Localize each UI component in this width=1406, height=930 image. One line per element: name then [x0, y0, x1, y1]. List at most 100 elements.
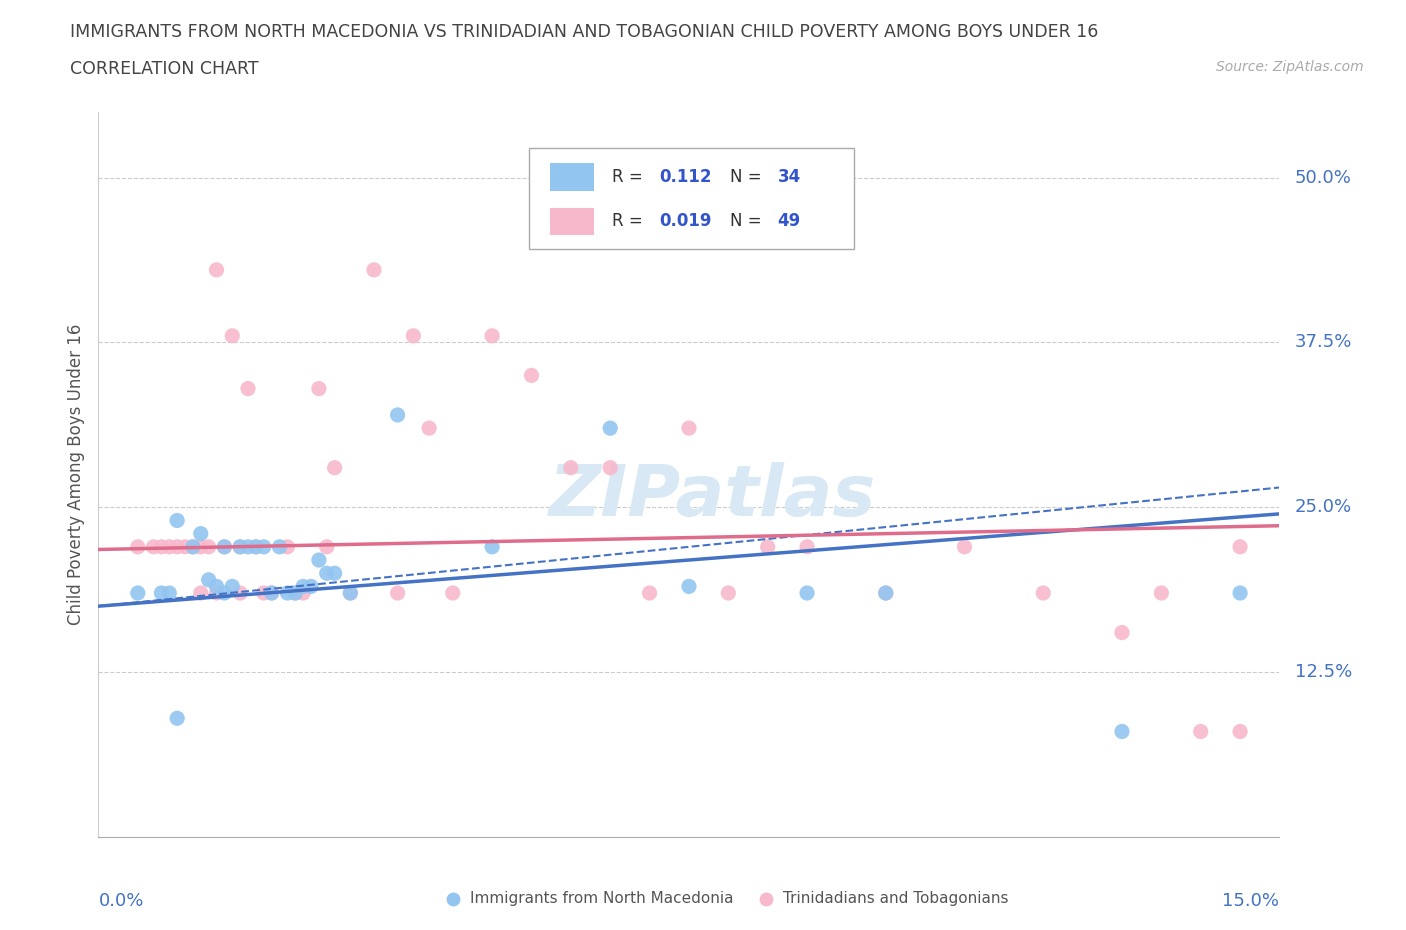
Point [166, 539, 188, 554]
Point [276, 586, 298, 601]
Point [205, 579, 228, 594]
Point [190, 526, 212, 541]
Point [190, 586, 212, 601]
Text: 34: 34 [778, 168, 801, 186]
Point [181, 539, 204, 554]
Point [1229, 724, 1251, 739]
Text: IMMIGRANTS FROM NORTH MACEDONIA VS TRINIDADIAN AND TOBAGONIAN CHILD POVERTY AMON: IMMIGRANTS FROM NORTH MACEDONIA VS TRINI… [70, 23, 1098, 41]
Point [214, 539, 236, 554]
Point [875, 586, 897, 601]
Point [245, 539, 267, 554]
Point [560, 460, 582, 475]
Point [387, 407, 409, 422]
Text: Trinidadians and Tobagonians: Trinidadians and Tobagonians [783, 891, 1010, 906]
Point [796, 539, 818, 554]
Point [339, 586, 361, 601]
Point [284, 586, 307, 601]
Point [678, 420, 700, 435]
Point [236, 539, 259, 554]
Point [221, 328, 243, 343]
Text: 12.5%: 12.5% [1295, 663, 1353, 681]
Point [953, 539, 976, 554]
Point [363, 262, 385, 277]
Point [150, 539, 173, 554]
Point [253, 586, 276, 601]
Point [387, 586, 409, 601]
Point [1150, 586, 1173, 601]
Point [1189, 724, 1212, 739]
Text: Source: ZipAtlas.com: Source: ZipAtlas.com [1216, 60, 1364, 74]
Point [214, 539, 236, 554]
Point [441, 586, 464, 601]
Point [717, 586, 740, 601]
Point [276, 539, 298, 554]
Point [638, 586, 661, 601]
Point [796, 586, 818, 601]
Text: R =: R = [612, 168, 648, 186]
Bar [550, 164, 595, 191]
Point [599, 460, 621, 475]
Point [260, 586, 283, 601]
Point [520, 368, 543, 383]
Bar [550, 207, 595, 235]
Point [875, 586, 897, 601]
Point [308, 381, 330, 396]
Point [315, 539, 337, 554]
Point [269, 539, 291, 554]
Point [481, 539, 503, 554]
Text: 25.0%: 25.0% [1295, 498, 1353, 516]
Text: Immigrants from North Macedonia: Immigrants from North Macedonia [471, 891, 734, 906]
Point [292, 586, 315, 601]
Point [260, 586, 283, 601]
Point [157, 539, 180, 554]
Point [599, 420, 621, 435]
Point [166, 513, 188, 528]
Point [402, 328, 425, 343]
Point [284, 586, 307, 601]
Point [166, 711, 188, 725]
Point [229, 539, 252, 554]
Y-axis label: Child Poverty Among Boys Under 16: Child Poverty Among Boys Under 16 [66, 324, 84, 625]
Point [236, 381, 259, 396]
Text: ZIPatlas: ZIPatlas [548, 461, 876, 530]
Point [299, 579, 322, 594]
Point [308, 552, 330, 567]
Point [1032, 586, 1054, 601]
Point [1229, 539, 1251, 554]
Point [1111, 724, 1133, 739]
Text: 0.019: 0.019 [659, 212, 711, 231]
Text: R =: R = [612, 212, 648, 231]
Point [339, 586, 361, 601]
Point [245, 539, 267, 554]
Point [127, 539, 149, 554]
Point [205, 586, 228, 601]
Text: N =: N = [730, 212, 768, 231]
Point [174, 539, 197, 554]
Point [756, 539, 779, 554]
Point [214, 586, 236, 601]
Point [142, 539, 165, 554]
Point [418, 420, 440, 435]
Point [315, 565, 337, 580]
Point [678, 579, 700, 594]
Point [323, 460, 346, 475]
Text: 37.5%: 37.5% [1295, 334, 1353, 352]
Point [190, 539, 212, 554]
Text: 50.0%: 50.0% [1295, 168, 1351, 187]
Point [197, 572, 219, 587]
FancyBboxPatch shape [530, 148, 855, 249]
Text: 0.112: 0.112 [659, 168, 711, 186]
Point [481, 328, 503, 343]
Point [1229, 586, 1251, 601]
Point [197, 539, 219, 554]
Point [181, 539, 204, 554]
Point [157, 586, 180, 601]
Point [229, 586, 252, 601]
Text: CORRELATION CHART: CORRELATION CHART [70, 60, 259, 78]
Point [1111, 625, 1133, 640]
Point [323, 565, 346, 580]
Text: 0.0%: 0.0% [98, 893, 143, 910]
Point [253, 539, 276, 554]
Point [292, 579, 315, 594]
Point [150, 586, 173, 601]
